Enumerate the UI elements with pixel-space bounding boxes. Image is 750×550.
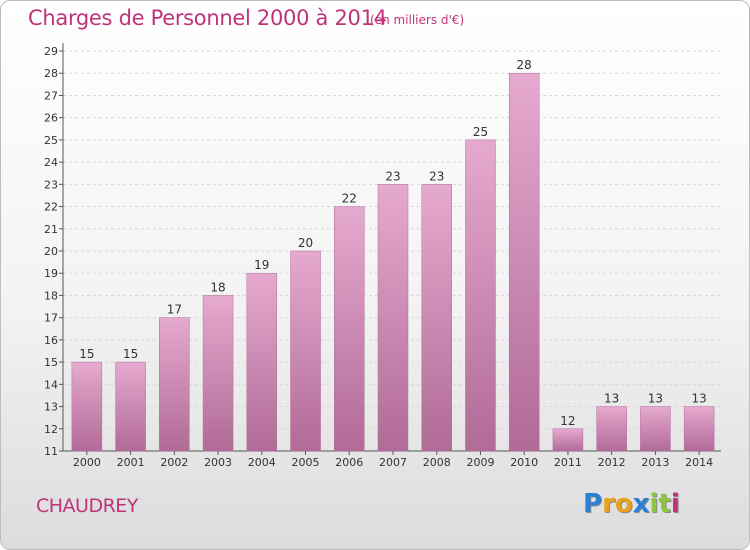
bars: [71, 72, 715, 452]
data-label: 28: [517, 58, 532, 72]
chart-subtitle: (en milliers d'€): [370, 13, 465, 27]
y-tick-label: 11: [44, 445, 58, 458]
y-tick-label: 17: [44, 312, 58, 325]
y-tick-label: 23: [44, 178, 58, 191]
data-label: 18: [210, 280, 225, 294]
logo-letter: i: [670, 489, 680, 519]
bar: [421, 184, 452, 452]
x-tick-label: 2000: [73, 456, 101, 469]
data-label: 12: [560, 414, 575, 428]
y-tick-label: 22: [44, 201, 58, 214]
x-tick-label: 2009: [466, 456, 494, 469]
proxiti-logo: Proxiti: [583, 489, 680, 519]
axes: 11 12 13 14 15 16 17 18 19 20 21 22 23 24 25 26 27 28 29: [44, 43, 721, 458]
x-tick-label: 2010: [510, 456, 538, 469]
logo-letter: r: [602, 489, 615, 519]
x-tick-label: 2006: [335, 456, 363, 469]
x-tick-label: 2004: [248, 456, 276, 469]
place-name: CHAUDREY: [36, 495, 138, 517]
x-tick-label: 2007: [379, 456, 407, 469]
x-tick-label: 2012: [598, 456, 626, 469]
y-tick-label: 27: [44, 89, 58, 102]
logo-letter: i: [649, 489, 659, 519]
y-tick-label: 26: [44, 112, 58, 125]
logo-letter: t: [658, 489, 671, 519]
y-tick-label: 24: [44, 156, 58, 169]
data-label: 23: [385, 169, 400, 183]
x-tick-label: 2014: [685, 456, 713, 469]
bar: [71, 361, 103, 452]
x-tick-label: 2008: [423, 456, 451, 469]
bar: [202, 295, 234, 452]
data-label: 22: [342, 192, 357, 206]
bar: [640, 406, 671, 452]
bar: [159, 317, 190, 452]
data-label: 15: [79, 347, 94, 361]
logo-letter: x: [632, 489, 650, 519]
x-tick-label: 2001: [117, 456, 145, 469]
data-label: 13: [604, 392, 619, 406]
bar: [683, 406, 715, 452]
data-label: 13: [691, 392, 706, 406]
bar: [508, 72, 540, 452]
y-tick-label: 28: [44, 67, 58, 80]
y-tick-label: 29: [44, 45, 58, 58]
logo-letter: P: [583, 489, 603, 519]
y-tick-label: 25: [44, 134, 58, 147]
chart-title: Charges de Personnel 2000 à 2014: [28, 6, 387, 30]
data-label: 15: [123, 347, 138, 361]
y-tick-label: 12: [44, 423, 58, 436]
bar: [246, 272, 278, 452]
data-label: 19: [254, 258, 269, 272]
data-label: 25: [473, 125, 488, 139]
bar: [465, 139, 496, 452]
data-label: 17: [167, 303, 182, 317]
x-tick-label: 2011: [554, 456, 582, 469]
bar: [552, 428, 584, 452]
bar: [334, 206, 365, 452]
y-tick-label: 13: [44, 401, 58, 414]
y-tick-label: 18: [44, 289, 58, 302]
y-tick-label: 16: [44, 334, 58, 347]
y-tick-label: 21: [44, 223, 58, 236]
bar: [115, 361, 146, 452]
bar: [596, 406, 627, 452]
labels: 15 2000 15 2001 17 2002 18 2003 19 2004 20 2005 22 20…: [73, 58, 713, 469]
x-tick-label: 2005: [292, 456, 320, 469]
y-tick-label: 19: [44, 267, 58, 280]
y-tick-label: 15: [44, 356, 58, 369]
data-label: 13: [648, 392, 663, 406]
y-tick-label: 20: [44, 245, 58, 258]
data-label: 23: [429, 169, 444, 183]
bar: [290, 250, 321, 452]
y-tick-label: 14: [44, 378, 58, 391]
logo-letter: o: [614, 489, 633, 519]
x-tick-label: 2002: [160, 456, 188, 469]
x-tick-label: 2003: [204, 456, 232, 469]
data-label: 20: [298, 236, 313, 250]
x-tick-label: 2013: [641, 456, 669, 469]
bar: [377, 184, 409, 452]
